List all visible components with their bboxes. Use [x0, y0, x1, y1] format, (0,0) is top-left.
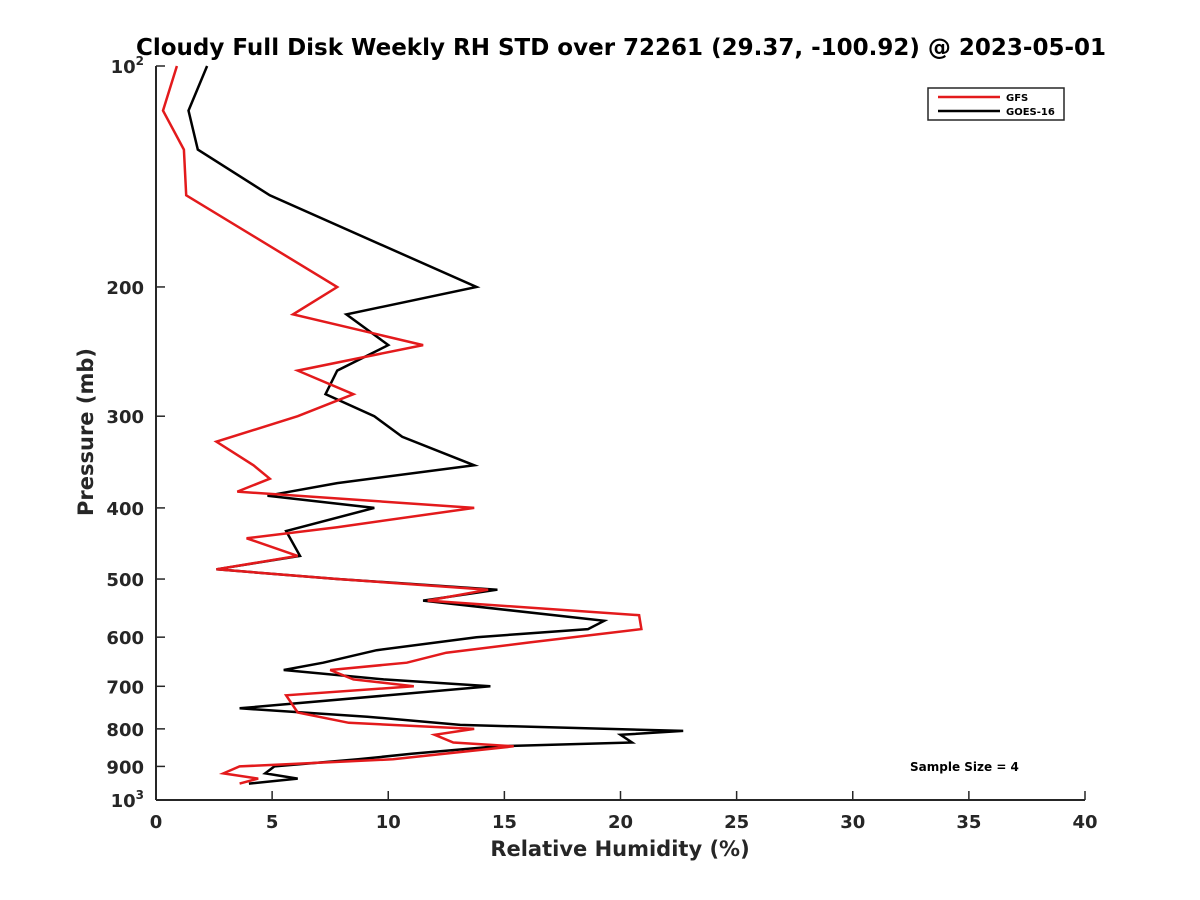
x-tick-label: 10 [376, 812, 401, 833]
plot-axes: 0 5 10 15 20 25 30 35 40 102 200 300 400 500 600 700 800… [106, 54, 1097, 833]
legend: GFS GOES-16 [927, 87, 1065, 121]
y-tick-label: 600 [106, 628, 144, 649]
x-tick-label: 20 [608, 812, 633, 833]
x-tick-label: 0 [150, 812, 163, 833]
y-tick-label: 103 [111, 788, 144, 812]
y-tick-label: 400 [106, 499, 144, 520]
series-line-gfs [161, 65, 643, 785]
chart-title: Cloudy Full Disk Weekly RH STD over 7226… [136, 35, 1106, 61]
legend-label-gfs: GFS [1006, 93, 1028, 104]
x-tick-label: 15 [492, 812, 517, 833]
legend-label-goes16: GOES-16 [1006, 107, 1055, 118]
y-tick-label: 800 [106, 720, 144, 741]
series-line-goes16 [187, 65, 684, 785]
series-group [161, 65, 684, 785]
x-tick-label: 5 [266, 812, 279, 833]
x-tick-label: 30 [840, 812, 865, 833]
y-tick-label: 700 [106, 677, 144, 698]
sample-size-annotation: Sample Size = 4 [910, 760, 1019, 774]
legend-box [927, 87, 1065, 121]
x-tick-label: 25 [724, 812, 749, 833]
x-axis-label: Relative Humidity (%) [490, 837, 749, 861]
x-tick-label: 40 [1072, 812, 1097, 833]
y-axis-label: Pressure (mb) [74, 348, 98, 516]
x-tick-label: 35 [956, 812, 981, 833]
y-tick-label: 200 [106, 278, 144, 299]
y-tick-label: 900 [106, 757, 144, 778]
y-tick-label: 300 [106, 407, 144, 428]
y-tick-label: 102 [111, 54, 144, 78]
y-tick-label: 500 [106, 570, 144, 591]
